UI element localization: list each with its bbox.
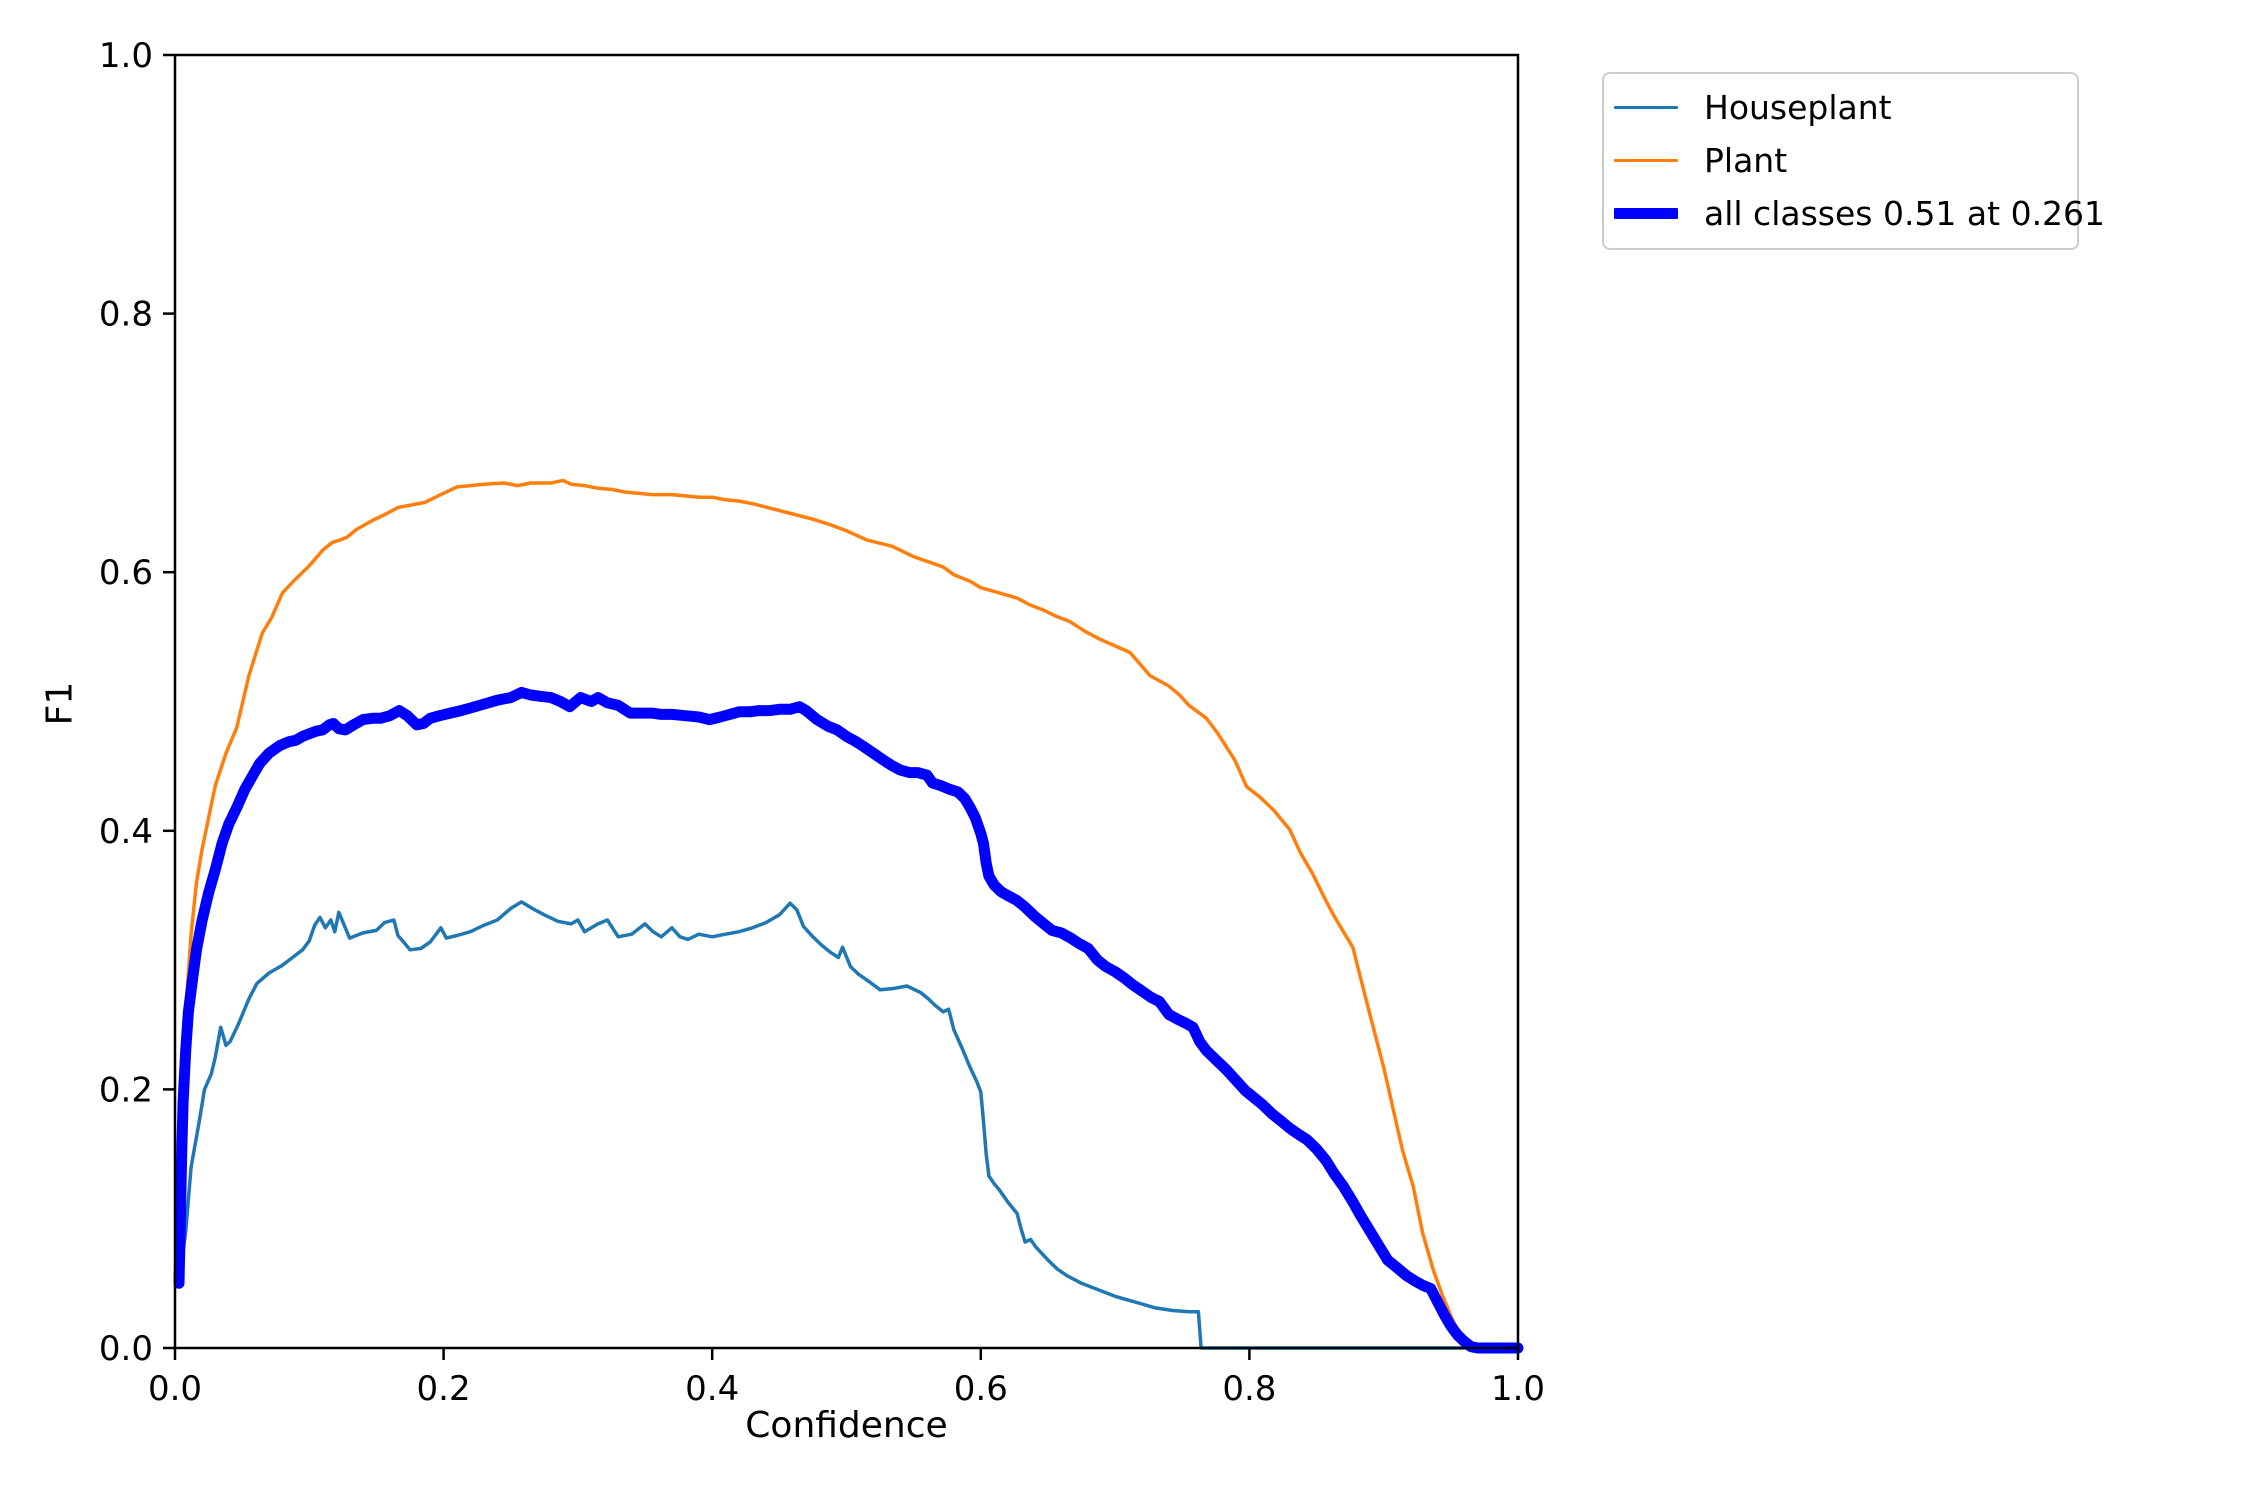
legend-item-all-classes: all classes 0.51 at 0.261 bbox=[1614, 187, 2105, 240]
legend-label: Plant bbox=[1704, 141, 1788, 180]
x-tick-label: 0.4 bbox=[685, 1369, 739, 1409]
y-axis-label: F1 bbox=[39, 681, 81, 726]
legend-line-sample-houseplant bbox=[1614, 105, 1678, 110]
x-tick-label: 0.6 bbox=[954, 1369, 1008, 1409]
series-line-all-classes bbox=[173, 686, 1524, 1354]
y-tick-label: 0.6 bbox=[99, 553, 153, 593]
x-axis-label: Confidence bbox=[745, 1405, 948, 1446]
y-tick-label: 0.4 bbox=[99, 812, 153, 852]
series-line-plant bbox=[177, 478, 1520, 1350]
legend-label: all classes 0.51 at 0.261 bbox=[1704, 194, 2106, 233]
legend-item-plant: Plant bbox=[1614, 134, 2063, 187]
x-tick-label: 1.0 bbox=[1491, 1369, 1545, 1409]
y-tick-label: 0.2 bbox=[99, 1070, 153, 1110]
x-tick-label: 0.0 bbox=[148, 1369, 202, 1409]
x-tick-label: 0.8 bbox=[1222, 1369, 1276, 1409]
series-lines bbox=[173, 478, 1524, 1354]
plot-border bbox=[173, 53, 1520, 1350]
y-tick-label: 1.0 bbox=[99, 36, 153, 76]
y-tick-label: 0.8 bbox=[99, 295, 153, 335]
legend: Houseplant Plant all classes 0.51 at 0.2… bbox=[1602, 72, 2105, 250]
legend-line-sample-all-classes bbox=[1614, 208, 1678, 219]
x-tick-label: 0.2 bbox=[417, 1369, 471, 1409]
legend-line-sample-plant bbox=[1614, 158, 1678, 163]
series-line-houseplant bbox=[177, 900, 1520, 1350]
legend-label: Houseplant bbox=[1704, 88, 1892, 127]
axis-ticks: 0.0 0.2 0.4 0.6 0.8 1.0 0.0 0.2 0.4 0.6 0.8 1.0 bbox=[99, 36, 1545, 1409]
legend-item-houseplant: Houseplant bbox=[1614, 81, 2063, 134]
y-tick-label: 0.0 bbox=[99, 1329, 153, 1369]
